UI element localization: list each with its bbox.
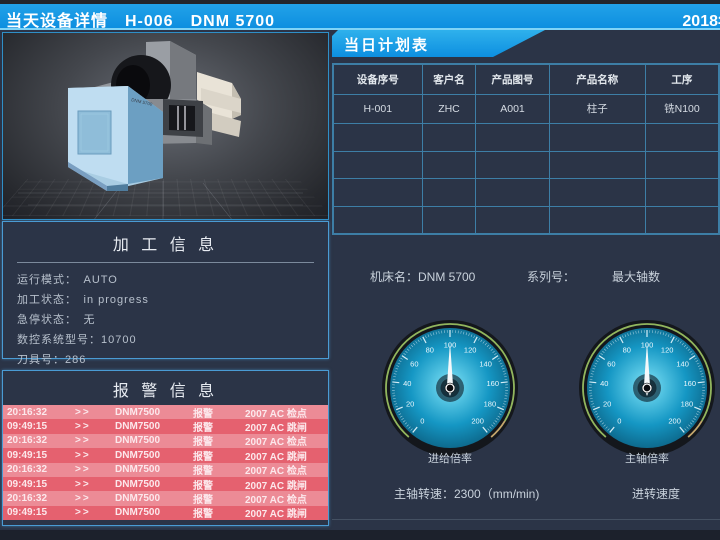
svg-text:80: 80 — [623, 346, 631, 355]
svg-text:120: 120 — [661, 346, 674, 355]
svg-text:40: 40 — [403, 379, 411, 388]
svg-text:20: 20 — [603, 400, 611, 409]
svg-text:140: 140 — [479, 359, 492, 368]
svg-text:180: 180 — [484, 400, 497, 409]
svg-text:200: 200 — [668, 416, 681, 425]
svg-text:120: 120 — [464, 346, 477, 355]
svg-text:160: 160 — [487, 379, 500, 388]
svg-text:80: 80 — [426, 346, 434, 355]
svg-text:140: 140 — [676, 359, 689, 368]
svg-text:200: 200 — [471, 416, 484, 425]
svg-text:0: 0 — [617, 416, 621, 425]
svg-text:40: 40 — [600, 379, 608, 388]
svg-text:20: 20 — [406, 400, 414, 409]
svg-text:60: 60 — [607, 359, 615, 368]
svg-text:160: 160 — [684, 379, 697, 388]
svg-text:180: 180 — [681, 400, 694, 409]
svg-text:0: 0 — [420, 416, 424, 425]
svg-text:60: 60 — [410, 359, 418, 368]
